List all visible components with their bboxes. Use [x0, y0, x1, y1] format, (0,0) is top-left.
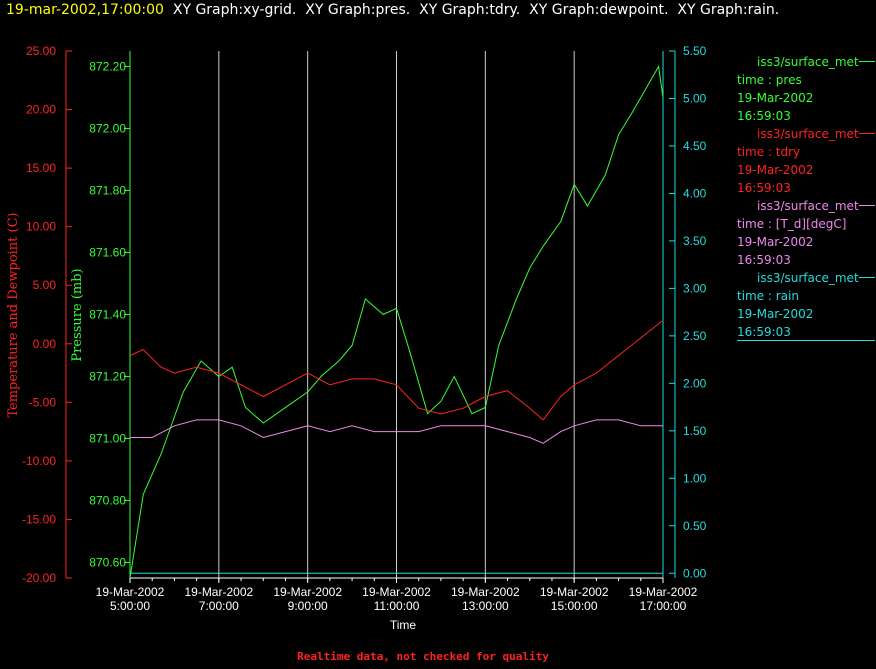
temperature-tick-label: 15.00 — [26, 161, 56, 175]
temperature-tick-label: 20.00 — [26, 103, 56, 117]
graph-title-bar: 19-mar-2002,17:00:00 XY Graph:xy-grid. X… — [6, 2, 779, 18]
x-tick-label: 19-Mar-2002 5:00:00 — [96, 585, 165, 613]
tdry-series-line — [129, 320, 664, 421]
temperature-tick-label: 10.00 — [26, 220, 56, 234]
rain-tick-label: 3.00 — [683, 281, 707, 295]
x-axis-label: Time — [390, 618, 417, 632]
temperature-tick-label: -20.00 — [22, 571, 56, 585]
legend-date: 19-Mar-2002 — [737, 91, 814, 105]
pressure-tick-label: 871.80 — [89, 184, 126, 198]
pressure-tick-label: 871.00 — [89, 432, 126, 446]
timestamp-label: 19-mar-2002,17:00:00 — [6, 2, 164, 18]
pressure-tick-label: 870.80 — [89, 494, 126, 508]
legend-variable: time : rain — [737, 289, 800, 303]
temperature-tick-label: -10.00 — [22, 454, 56, 468]
rain-tick-label: 4.50 — [683, 139, 707, 153]
temperature-tick-label: 25.00 — [26, 44, 56, 58]
pressure-tick-label: 870.60 — [89, 556, 126, 570]
graph-list-label: XY Graph:xy-grid. XY Graph:pres. XY Grap… — [172, 2, 780, 18]
temperature-tick-label: -5.00 — [29, 395, 57, 409]
pres-series-line — [129, 64, 664, 579]
legend-time: 16:59:03 — [737, 109, 791, 123]
legend-date: 19-Mar-2002 — [737, 163, 814, 177]
xy-grid — [129, 51, 664, 578]
rain-tick-label: 1.50 — [683, 424, 707, 438]
rain-tick-label: 2.00 — [683, 376, 707, 390]
legend-variable: time : tdry — [737, 145, 801, 159]
x-tick-label: 19-Mar-2002 11:00:00 — [362, 585, 431, 613]
legend-variable: time : [T_d][degC] — [737, 217, 847, 231]
legend-variable: time : pres — [737, 73, 802, 87]
legend-series-name: iss3/surface_met — [737, 197, 859, 215]
x-tick-label: 19-Mar-2002 15:00:00 — [540, 585, 609, 613]
rain-tick-label: 3.50 — [683, 234, 707, 248]
legend-series-name: iss3/surface_met — [737, 125, 859, 143]
pressure-tick-label: 872.20 — [89, 60, 126, 74]
series-lines — [129, 64, 664, 579]
rain-tick-label: 0.50 — [683, 519, 707, 533]
temperature-tick-label: -15.00 — [22, 512, 56, 526]
rain-tick-label: 5.50 — [683, 44, 707, 58]
legend-time: 16:59:03 — [737, 181, 791, 195]
pressure-tick-label: 871.20 — [89, 370, 126, 384]
x-tick-label: 19-Mar-2002 17:00:00 — [629, 585, 698, 613]
x-tick-label: 19-Mar-2002 7:00:00 — [184, 585, 253, 613]
rain-tick-label: 4.00 — [683, 186, 707, 200]
x-tick-label: 19-Mar-2002 13:00:00 — [451, 585, 520, 613]
pressure-tick-label: 871.60 — [89, 246, 126, 260]
legend-time: 16:59:03 — [737, 325, 791, 339]
rain-tick-label: 1.00 — [683, 471, 707, 485]
pressure-axis-label: Pressure (mb) — [70, 268, 85, 361]
legend-bottom-rule — [737, 340, 875, 341]
temperature-tick-label: 5.00 — [33, 278, 57, 292]
legend-time: 16:59:03 — [737, 253, 791, 267]
legend-date: 19-Mar-2002 — [737, 307, 814, 321]
pressure-tick-label: 872.00 — [89, 122, 126, 136]
pressure-tick-label: 871.40 — [89, 308, 126, 322]
legend-date: 19-Mar-2002 — [737, 235, 814, 249]
x-tick-label: 19-Mar-2002 9:00:00 — [273, 585, 342, 613]
legend-series-name: iss3/surface_met — [737, 269, 859, 287]
legend-series-name: iss3/surface_met — [737, 53, 859, 71]
temperature-tick-label: 0.00 — [33, 337, 57, 351]
rain-tick-label: 0.00 — [683, 566, 707, 580]
rain-tick-label: 2.50 — [683, 329, 707, 343]
rain-tick-label: 5.00 — [683, 91, 707, 105]
dewpoint-series-line — [130, 419, 663, 444]
axes: 19-Mar-2002 5:00:00 19-Mar-2002 7:00:00 19-M… — [22, 44, 707, 613]
temperature-axis-label: Temperature and Dewpoint (C) — [6, 212, 21, 417]
quality-notice: Realtime data, not checked for quality — [297, 650, 549, 663]
